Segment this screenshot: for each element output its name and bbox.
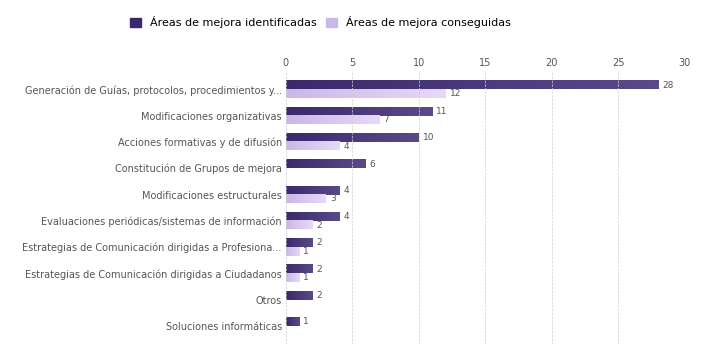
Text: 28: 28 (662, 81, 674, 90)
Text: 6: 6 (370, 159, 376, 169)
Text: 2: 2 (316, 265, 322, 274)
Text: 1: 1 (303, 273, 309, 282)
Text: 10: 10 (423, 133, 434, 142)
Text: 2: 2 (316, 220, 322, 230)
Text: 7: 7 (383, 115, 389, 124)
Text: 1: 1 (303, 317, 309, 326)
Text: 4: 4 (343, 186, 349, 195)
Text: 4: 4 (343, 142, 349, 151)
Legend: Áreas de mejora identificadas, Áreas de mejora conseguidas: Áreas de mejora identificadas, Áreas de … (130, 16, 510, 28)
Text: 3: 3 (330, 194, 335, 203)
Text: 4: 4 (343, 212, 349, 221)
Text: 2: 2 (316, 239, 322, 247)
Text: 1: 1 (303, 247, 309, 256)
Text: 12: 12 (450, 89, 461, 98)
Text: 11: 11 (436, 107, 448, 116)
Text: 2: 2 (316, 291, 322, 300)
